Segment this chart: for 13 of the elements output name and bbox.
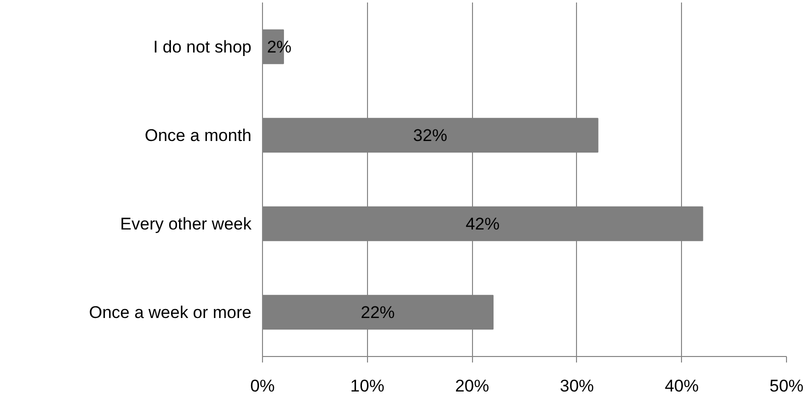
x-tick-label: 0% [250, 376, 275, 396]
x-tick-label: 50% [769, 376, 804, 396]
x-tick-label: 30% [560, 376, 594, 396]
x-tick-label: 10% [350, 376, 384, 396]
y-tick-label: Once a week or more [88, 302, 252, 322]
y-tick-label: Once a month [144, 126, 252, 145]
data-label: 22% [360, 302, 395, 322]
data-label: 32% [413, 126, 448, 145]
x-tick-label: 20% [455, 376, 490, 396]
y-tick-label: Every other week [120, 214, 252, 234]
y-tick-label: I do not shop [153, 37, 252, 56]
data-label: 42% [466, 214, 500, 234]
x-tick-label: 40% [664, 376, 699, 396]
